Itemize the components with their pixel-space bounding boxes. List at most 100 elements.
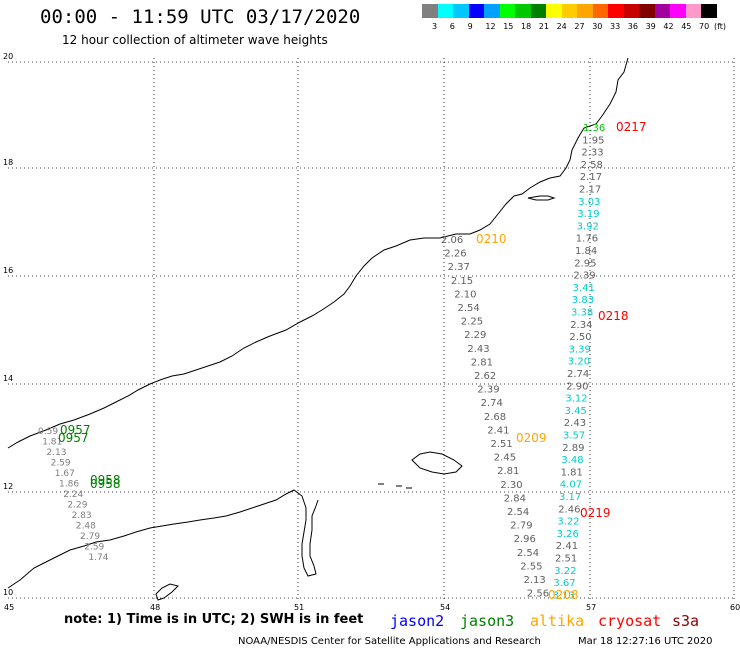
track-value: 2.41	[556, 541, 578, 552]
colorbar-tick-label: 42	[663, 22, 674, 31]
track-value: 2.89	[562, 443, 584, 454]
colorbar-tick-label: 12	[485, 22, 496, 31]
legend-altika: altika	[530, 612, 585, 630]
generation-timestamp: Mar 18 12:27:16 UTC 2020	[578, 636, 713, 647]
track-value: 4.07	[560, 480, 582, 491]
colorbar-swatch	[546, 4, 562, 18]
track-value: 2.30	[500, 480, 522, 491]
track-value: 2.79	[80, 532, 100, 542]
track-value: 3.67	[553, 578, 575, 589]
latitude-label: 14	[3, 374, 14, 383]
track-value: 3.12	[565, 394, 587, 405]
track-value: 1.95	[582, 135, 604, 146]
pass-time-label: 0957	[60, 423, 91, 437]
colorbar-tick-label: 30	[592, 22, 603, 31]
page-title: 00:00 - 11:59 UTC 03/17/2020	[40, 6, 361, 28]
track-value: 2.55	[520, 561, 542, 572]
track-value: 2.95	[574, 258, 596, 269]
legend-jason3: jason3	[460, 612, 515, 630]
pass-time-label: 0208	[548, 588, 579, 602]
colorbar-swatch	[701, 4, 717, 18]
track-value: 3.83	[572, 295, 594, 306]
track-value: 2.83	[72, 511, 92, 521]
colorbar-swatch	[577, 4, 593, 18]
track-value: 3.22	[557, 517, 579, 528]
track-value: 2.96	[514, 534, 536, 545]
track-value: 2.17	[579, 185, 601, 196]
track-value: 2.81	[497, 466, 519, 477]
track-value: 1.74	[88, 553, 108, 563]
coastline	[7, 57, 629, 449]
track-value: 2.48	[76, 522, 96, 532]
island-small	[527, 195, 556, 201]
longitude-label: 57	[586, 603, 597, 612]
colorbar-tick-label: 9	[467, 22, 473, 31]
legend-cryosat: cryosat	[598, 612, 662, 630]
colorbar-swatch	[592, 4, 609, 18]
track-value: 2.39	[573, 271, 595, 282]
pass-time-label: 0210	[476, 232, 507, 246]
track-value: 1.76	[576, 234, 598, 245]
colorbar-swatch	[484, 4, 500, 18]
track-value: 2.37	[448, 262, 470, 273]
track-value: 2.13	[524, 575, 546, 586]
track-value: 2.74	[481, 398, 503, 409]
track-value: 3.41	[573, 283, 595, 294]
track-value: 2.74	[567, 369, 589, 380]
longitude-label: 51	[294, 603, 305, 612]
pass-time-label: 0217	[616, 120, 647, 134]
colorbar-tick-label: 3	[432, 22, 438, 31]
track-value: 2.62	[474, 371, 496, 382]
pass-time-label: 0957	[58, 431, 89, 445]
colorbar-swatch	[499, 4, 516, 18]
colorbar-swatch	[530, 4, 547, 18]
credit-text: NOAA/NESDIS Center for Satellite Applica…	[238, 636, 541, 647]
latitude-label: 16	[3, 266, 14, 275]
legend-s3a: s3a	[672, 612, 700, 630]
track-value: 2.33	[581, 148, 603, 159]
track-value: 1.86	[59, 480, 79, 490]
track-value: 2.59	[84, 543, 104, 553]
colorbar-swatch	[608, 4, 624, 18]
colorbar-swatch	[453, 4, 469, 18]
colorbar-swatch	[437, 4, 454, 18]
track-value: 2.68	[484, 412, 506, 423]
track-value: 0.59	[38, 427, 58, 437]
colorbar-tick-label: 18	[521, 22, 532, 31]
colorbar-swatch	[685, 4, 702, 18]
track-value: 2.51	[491, 439, 513, 450]
track-value: 2.29	[67, 501, 87, 511]
track-value: 2.10	[454, 289, 476, 300]
track-value: 2.56	[527, 589, 549, 600]
track-value: 2.29	[464, 330, 486, 341]
colorbar-tick-label: 70	[699, 22, 710, 31]
track-value: 2.90	[566, 381, 588, 392]
track-value: 2.15	[451, 276, 473, 287]
track-value: 2.58	[581, 160, 603, 171]
track-value: 2.06	[441, 235, 463, 246]
colorbar-tick-label: 33	[610, 22, 621, 31]
lat-lon-grid	[8, 58, 735, 600]
island-tiny	[378, 483, 412, 489]
page-subtitle: 12 hour collection of altimeter wave hei…	[62, 33, 328, 47]
track-value: 1.81	[561, 467, 583, 478]
track-value: 3.20	[568, 357, 590, 368]
longitude-label: 48	[150, 603, 161, 612]
colorbar-tick-label: 45	[681, 22, 692, 31]
track-value: 2.41	[487, 425, 509, 436]
colorbar-swatch	[639, 4, 655, 18]
track-value: 2.45	[494, 453, 516, 464]
track-value: 1.81	[42, 438, 62, 448]
longitude-label: 60	[730, 603, 740, 612]
track-value: 3.48	[561, 455, 583, 466]
track-value: 3.38	[571, 308, 593, 319]
track-value: 3.26	[557, 529, 579, 540]
longitude-label: 54	[440, 603, 451, 612]
colorbar-swatch	[422, 4, 438, 18]
pass-time-label: 0219	[580, 506, 611, 520]
island-group	[155, 583, 179, 601]
pass-time-label: 0209	[516, 431, 547, 445]
colorbar-swatch	[623, 4, 640, 18]
track-value: 2.24	[63, 490, 83, 500]
